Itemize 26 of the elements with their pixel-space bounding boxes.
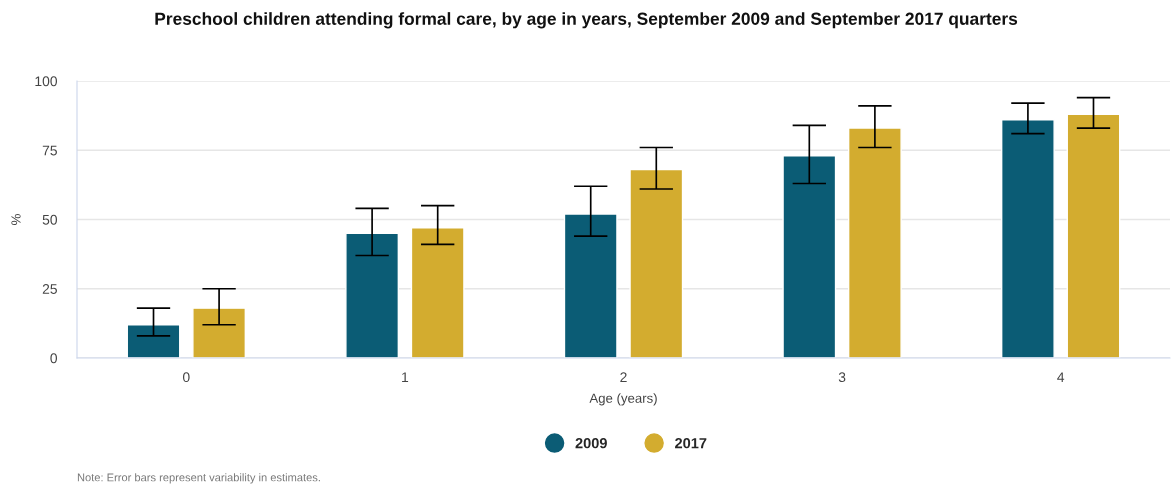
bar <box>847 127 902 358</box>
bar <box>192 307 247 358</box>
x-tick-label: 0 <box>182 372 190 383</box>
y-tick-label: 75 <box>42 145 57 156</box>
bar <box>563 213 618 358</box>
x-tick-label: 3 <box>838 372 846 383</box>
bar <box>782 155 837 358</box>
bar <box>1066 113 1121 358</box>
bar <box>629 168 684 358</box>
y-tick-label: 0 <box>50 353 58 364</box>
y-tick-label: 50 <box>42 214 58 225</box>
bar <box>126 324 181 358</box>
y-tick-label: 100 <box>35 76 58 87</box>
bar <box>345 232 400 358</box>
bar <box>1000 119 1055 358</box>
legend-label: 2017 <box>675 437 707 449</box>
legend-label: 2009 <box>575 437 607 449</box>
x-axis-title: Age (years) <box>589 393 657 406</box>
chart-title: Preschool children attending formal care, by age in years, September 2009 and September 2017 quarters <box>155 12 1018 29</box>
x-tick-label: 2 <box>620 372 627 382</box>
bar <box>410 227 465 358</box>
text: Note: Error bars represent variability in estimates. <box>77 473 320 484</box>
x-tick-label: 4 <box>1057 372 1065 382</box>
x-tick-label: 1 <box>402 372 409 382</box>
y-tick-label: 25 <box>42 284 57 294</box>
y-axis-title: % <box>11 214 21 225</box>
